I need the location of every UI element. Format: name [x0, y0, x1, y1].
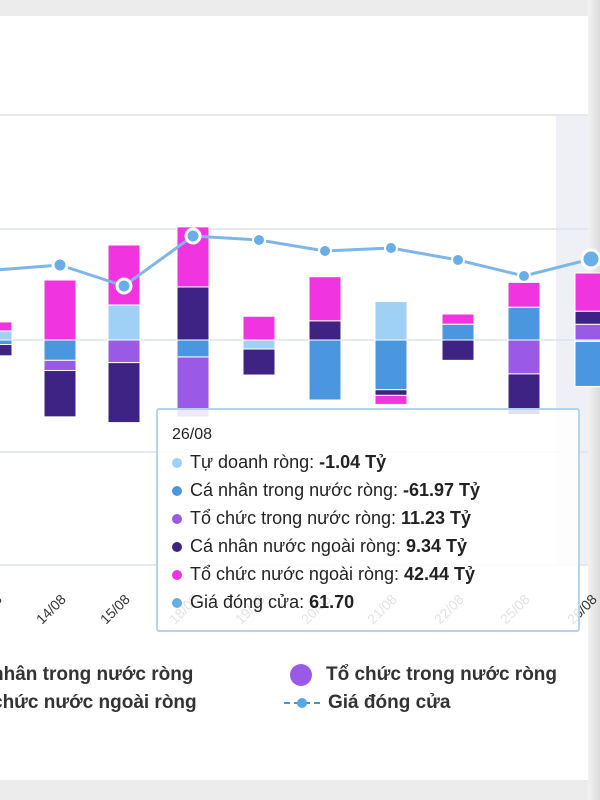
tooltip-value: 61.70	[309, 592, 355, 612]
tooltip-date: 26/08	[172, 426, 213, 443]
bar-segment[interactable]	[374, 394, 408, 405]
tooltip-value: -1.04 Tỷ	[319, 452, 387, 472]
bar-segment[interactable]	[441, 339, 475, 361]
bar-segment[interactable]	[574, 310, 600, 325]
legend-label: Giá đóng cửa	[328, 692, 451, 713]
x-tick-label: 14/08	[33, 591, 69, 627]
price-point[interactable]	[252, 233, 266, 247]
bar-segment[interactable]	[507, 306, 541, 341]
price-series-line	[0, 234, 592, 288]
bar-segment[interactable]	[308, 276, 342, 322]
tooltip-row: Tổ chức trong nước ròng: 11.23 Tỷ	[172, 504, 578, 532]
legend-item-to-chuc-trong-nuoc[interactable]: Tổ chức trong nước ròng	[290, 664, 557, 686]
bar-segment[interactable]	[176, 286, 210, 341]
bar-segment[interactable]	[43, 370, 77, 418]
bar-segment[interactable]	[176, 339, 210, 358]
chart-card	[0, 16, 588, 780]
price-point[interactable]	[451, 253, 465, 267]
tooltip-dot-icon	[172, 598, 182, 609]
bar-segment[interactable]	[507, 373, 541, 416]
bar-segment[interactable]	[107, 304, 141, 341]
bar-segment[interactable]	[0, 330, 13, 341]
tooltip-dot-icon	[172, 486, 182, 497]
bar-segment[interactable]	[43, 359, 77, 372]
bar-segment[interactable]	[43, 279, 77, 341]
bar-segment[interactable]	[374, 301, 408, 341]
bar-segment[interactable]	[0, 321, 13, 332]
tooltip: 26/08 Tự doanh ròng: -1.04 Tỷ Cá nhân tro…	[156, 408, 580, 632]
bar-segment[interactable]	[507, 281, 541, 308]
bar-segment[interactable]	[574, 340, 600, 387]
tooltip-value: 9.34 Tỷ	[406, 536, 468, 556]
bar-segment[interactable]	[0, 339, 13, 346]
tooltip-label: Tổ chức trong nước ròng:	[190, 508, 401, 528]
bar-segment[interactable]	[176, 356, 210, 418]
bar-segment[interactable]	[574, 323, 600, 341]
tooltip-value: 11.23 Tỷ	[401, 508, 472, 528]
page-edge-shadow	[588, 0, 600, 800]
price-line	[0, 227, 600, 295]
tooltip-value: -61.97 Tỷ	[402, 480, 481, 500]
bar-segment[interactable]	[43, 339, 77, 361]
tooltip-row: Tổ chức nước ngoài ròng: 42.44 Tỷ	[172, 560, 578, 588]
x-tick-label: 15/08	[97, 591, 133, 627]
tooltip-row: Giá đóng cửa: 61.70	[172, 588, 578, 616]
bar-segment[interactable]	[107, 244, 141, 306]
legend-item-gia-dong-cua[interactable]: Giá đóng cửa	[284, 692, 451, 714]
bars	[0, 226, 600, 424]
legend-label: Tổ chức trong nước ròng	[326, 664, 558, 686]
price-point[interactable]	[51, 256, 69, 274]
price-point[interactable]	[384, 241, 398, 255]
legend-label: nhân trong nước ròng	[0, 664, 194, 685]
legend-item-ca-nhan-trong-nuoc[interactable]: nhân trong nước ròng	[0, 664, 193, 686]
tooltip-row: Tự doanh ròng: -1.04 Tỷ	[172, 448, 578, 476]
bar-segment[interactable]	[507, 339, 541, 375]
bar-segment[interactable]	[308, 339, 342, 401]
tooltip-label: Tự doanh ròng:	[190, 452, 320, 472]
tooltip-dot-icon	[172, 514, 182, 525]
bar-segment[interactable]	[308, 320, 342, 341]
legend-item-to-chuc-nuoc-ngoai[interactable]: chức nước ngoài ròng	[0, 692, 197, 714]
tooltip-dot-icon	[172, 570, 182, 581]
tooltip-dot-icon	[172, 542, 182, 553]
bar-segment[interactable]	[374, 389, 408, 396]
bar-segment[interactable]	[242, 315, 276, 341]
bar-segment[interactable]	[0, 344, 13, 357]
tooltip-row: Cá nhân trong nước ròng: -61.97 Tỷ	[172, 476, 578, 504]
price-point[interactable]	[184, 227, 202, 245]
legend-dot-icon	[290, 664, 312, 686]
bar-segment[interactable]	[574, 272, 600, 312]
tooltip-label: Cá nhân nước ngoài ròng:	[190, 536, 406, 556]
tooltip-row: Cá nhân nước ngoài ròng: 9.34 Tỷ	[172, 532, 578, 560]
bar-segment[interactable]	[441, 313, 475, 325]
bar-segment[interactable]	[441, 323, 475, 341]
bar-segment[interactable]	[242, 339, 276, 350]
legend-label: chức nước ngoài ròng	[0, 692, 197, 713]
tooltip-rows: Tự doanh ròng: -1.04 Tỷ Cá nhân trong nướ…	[172, 448, 578, 616]
tooltip-label: Giá đóng cửa:	[190, 592, 310, 612]
bar-segment[interactable]	[107, 362, 141, 424]
tooltip-value: 42.44 Tỷ	[404, 564, 476, 584]
bar-segment[interactable]	[242, 348, 276, 376]
price-point[interactable]	[115, 277, 133, 295]
legend-line-icon	[284, 697, 320, 709]
price-point[interactable]	[517, 269, 531, 283]
bar-segment[interactable]	[374, 339, 408, 391]
price-point[interactable]	[580, 248, 600, 270]
tooltip-label: Tổ chức nước ngoài ròng:	[190, 564, 405, 584]
tooltip-dot-icon	[172, 458, 182, 469]
x-tick-label: 13/08	[0, 591, 5, 627]
bar-segment[interactable]	[107, 339, 141, 364]
tooltip-label: Cá nhân trong nước ròng:	[190, 480, 403, 500]
price-point[interactable]	[318, 244, 332, 258]
